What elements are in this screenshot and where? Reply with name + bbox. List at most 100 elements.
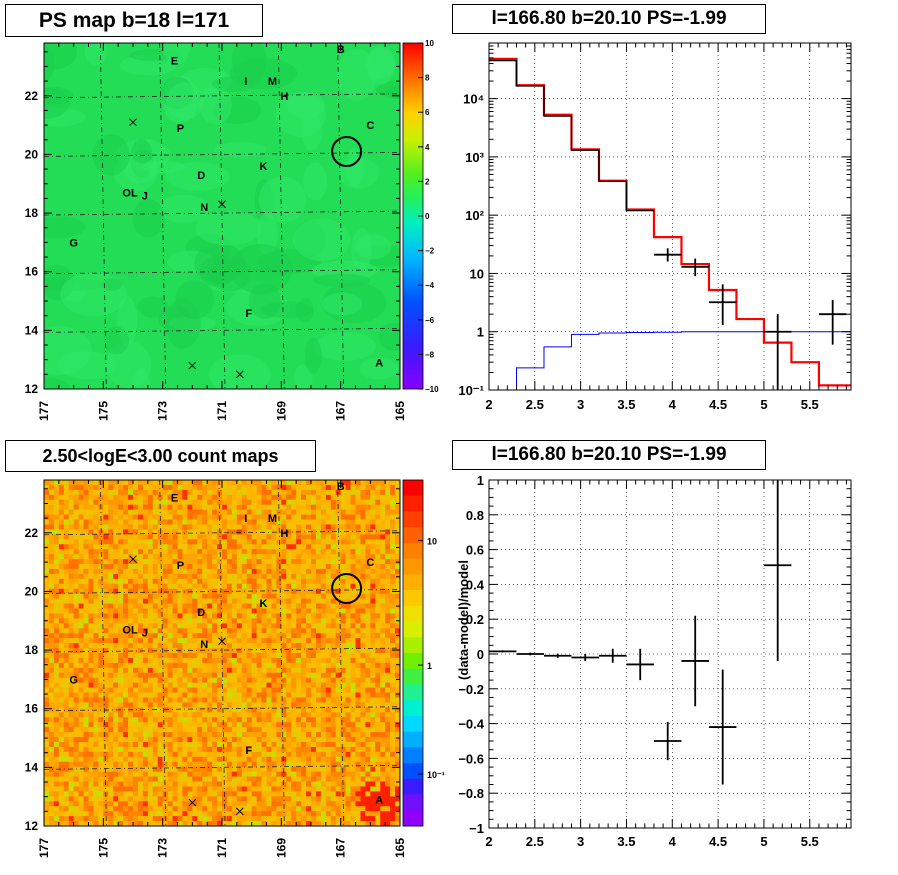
- count-pixel: [48, 796, 55, 802]
- count-pixel: [167, 732, 173, 738]
- count-pixel: [118, 717, 124, 723]
- count-pixel: [83, 549, 89, 555]
- count-pixel: [231, 662, 238, 669]
- count-pixel: [212, 761, 218, 767]
- count-pixel: [197, 534, 203, 540]
- count-pixel: [306, 509, 312, 515]
- count-pixel: [330, 564, 337, 570]
- count-pixel: [325, 796, 332, 802]
- map-texture: [44, 378, 70, 389]
- count-pixel: [113, 618, 119, 624]
- count-pixel: [73, 746, 79, 753]
- count-pixel: [167, 786, 173, 792]
- count-pixel: [128, 751, 134, 758]
- count-pixel: [177, 702, 183, 708]
- count-pixel: [330, 573, 337, 580]
- count-pixel: [142, 638, 149, 644]
- count-pixel: [207, 707, 213, 713]
- count-pixel: [177, 751, 183, 758]
- count-pixel: [296, 613, 302, 619]
- count-pixel: [311, 509, 317, 515]
- count-pixel: [118, 608, 124, 614]
- count-pixel: [128, 653, 134, 659]
- count-pixel: [320, 598, 327, 604]
- count-pixel: [44, 746, 50, 753]
- count-pixel: [261, 781, 267, 787]
- count-pixel: [78, 623, 84, 629]
- count-pixel: [261, 504, 267, 510]
- count-pixel: [53, 504, 60, 510]
- count-pixel: [266, 554, 272, 560]
- count-pixel: [157, 480, 163, 486]
- count-pixel: [301, 638, 307, 644]
- count-pixel: [256, 568, 262, 575]
- count-pixel: [113, 712, 119, 718]
- count-pixel: [167, 568, 173, 575]
- count-pixel: [202, 598, 208, 604]
- count-pixel: [162, 751, 168, 758]
- count-pixel: [202, 509, 208, 515]
- count-pixel: [360, 722, 366, 728]
- count-pixel: [207, 697, 213, 703]
- count-pixel: [73, 494, 79, 501]
- count-pixel: [365, 633, 371, 639]
- count-pixel: [296, 608, 302, 614]
- count-pixel: [128, 672, 134, 679]
- count-pixel: [315, 643, 322, 649]
- count-pixel: [103, 554, 109, 560]
- count-pixel: [83, 692, 89, 698]
- count-pixel: [152, 746, 159, 753]
- count-pixel: [182, 643, 188, 649]
- count-pixel: [78, 598, 84, 604]
- count-pixel: [142, 751, 149, 758]
- count-pixel: [78, 682, 84, 688]
- count-pixel: [187, 776, 193, 782]
- count-pixel: [177, 811, 183, 817]
- count-pixel: [246, 692, 252, 698]
- count-pixel: [212, 529, 218, 535]
- source-label: H: [280, 91, 288, 103]
- count-pixel: [128, 598, 134, 604]
- count-pixel: [73, 643, 79, 649]
- count-pixel: [197, 717, 203, 723]
- count-pixel: [315, 717, 322, 723]
- count-pixel: [286, 534, 292, 540]
- count-pixel: [246, 638, 252, 644]
- count-pixel: [133, 524, 139, 530]
- count-pixel: [123, 643, 129, 649]
- count-pixel: [212, 554, 218, 560]
- count-pixel: [167, 697, 173, 703]
- count-pixel: [197, 722, 203, 728]
- count-pixel: [207, 504, 213, 510]
- count-pixel: [88, 643, 94, 649]
- count-pixel: [291, 692, 297, 698]
- count-pixel: [370, 499, 376, 506]
- count-pixel: [177, 564, 183, 570]
- count-pixel: [355, 761, 361, 767]
- count-pixel: [103, 593, 109, 599]
- count-pixel: [182, 628, 188, 634]
- count-pixel: [311, 781, 317, 787]
- count-pixel: [172, 554, 178, 560]
- count-pixel: [306, 549, 312, 555]
- count-pixel: [330, 756, 337, 763]
- count-pixel: [123, 702, 129, 708]
- count-pixel: [301, 776, 307, 782]
- count-pixel: [78, 722, 84, 728]
- count-pixel: [197, 583, 203, 590]
- count-pixel: [88, 534, 94, 540]
- count-pixel: [311, 756, 317, 763]
- count-pixel: [301, 648, 307, 654]
- map-texture: [103, 326, 130, 355]
- count-pixel: [226, 554, 233, 560]
- count-pixel: [78, 811, 84, 817]
- count-pixel: [197, 480, 203, 486]
- count-pixel: [152, 564, 159, 570]
- count-pixel: [157, 613, 163, 619]
- count-pixel: [123, 588, 129, 594]
- count-pixel: [365, 588, 371, 594]
- count-pixel: [340, 564, 346, 570]
- count-pixel: [207, 682, 213, 688]
- count-pixel: [162, 628, 168, 634]
- count-pixel: [162, 821, 168, 826]
